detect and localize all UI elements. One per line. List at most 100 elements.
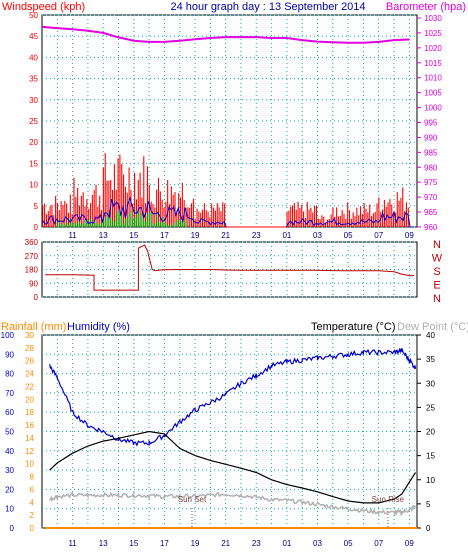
- barometer-tick-label: 1010: [424, 74, 442, 83]
- barometer-tick-label: 1030: [424, 14, 442, 23]
- time-tick-label: 19: [191, 539, 200, 548]
- barometer-tick-label: 985: [424, 148, 438, 157]
- time-tick-label: 19: [191, 231, 200, 240]
- compass-label: W: [432, 253, 443, 265]
- series-lines: [41, 25, 417, 529]
- time-tick-label: 01: [282, 231, 291, 240]
- time-tick-label: 21: [221, 539, 230, 548]
- humidity-tick-label: 100: [1, 331, 15, 340]
- sun-event-label: Sun Rise: [372, 495, 405, 504]
- humidity-tick-label: 80: [5, 370, 14, 379]
- time-tick-label: 03: [313, 539, 322, 548]
- time-tick-label: 03: [313, 231, 322, 240]
- barometer-tick-label: 1015: [424, 59, 442, 68]
- windspeed-tick-label: 5: [34, 202, 39, 211]
- time-tick-label: 13: [99, 539, 108, 548]
- temperature-tick-label: 5: [426, 500, 431, 509]
- rainfall-tick-label: 28: [25, 344, 34, 353]
- humidity-tick-label: 10: [5, 505, 14, 514]
- time-tick-label: 05: [344, 539, 353, 548]
- rainfall-tick-label: 14: [25, 434, 34, 443]
- rainfall-tick-label: 12: [25, 447, 34, 456]
- barometer-axis-title: Barometer (hpa): [386, 1, 466, 13]
- temperature-line: [49, 430, 417, 504]
- barometer-tick-label: 980: [424, 163, 438, 172]
- rainfall-tick-label: 4: [30, 498, 35, 507]
- windspeed-tick-label: 45: [29, 32, 38, 41]
- time-tick-label: 15: [129, 539, 138, 548]
- chart-date-title: 24 hour graph day : 13 September 2014: [170, 1, 365, 13]
- windspeed-tick-label: 20: [29, 138, 38, 147]
- direction-tick-label: 360: [25, 238, 39, 247]
- barometer-tick-label: 970: [424, 193, 438, 202]
- temperature-axis-title: Temperature (°C): [311, 321, 395, 333]
- barometer-tick-label: 1020: [424, 44, 442, 53]
- windspeed-tick-label: 25: [29, 117, 38, 126]
- barometer-tick-label: 1000: [424, 104, 442, 113]
- compass-label: N: [433, 239, 441, 251]
- windspeed-tick-label: 0: [34, 223, 39, 232]
- windspeed-tick-label: 35: [29, 75, 38, 84]
- temperature-tick-label: 40: [426, 331, 435, 340]
- barometer-tick-label: 975: [424, 178, 438, 187]
- time-tick-label: 01: [282, 539, 291, 548]
- temperature-tick-label: 15: [426, 452, 435, 461]
- sun-events: Sun Set Sun Rise: [178, 495, 405, 528]
- direction-tick-label: 0: [34, 293, 39, 302]
- rainfall-tick-label: 8: [30, 473, 35, 482]
- compass-label: E: [433, 280, 440, 292]
- time-tick-label: 17: [160, 539, 169, 548]
- humidity-axis-title: Humidity (%): [67, 321, 130, 333]
- direction-tick-label: 270: [25, 252, 39, 261]
- barometer-tick-label: 965: [424, 208, 438, 217]
- humidity-tick-label: 50: [5, 428, 14, 437]
- wind-bars: [42, 153, 413, 228]
- humidity-tick-label: 90: [5, 350, 14, 359]
- rainfall-axis-title: Rainfall (mm): [1, 321, 66, 333]
- barometer-tick-label: 960: [424, 223, 438, 232]
- rainfall-tick-label: 10: [25, 460, 34, 469]
- windspeed-tick-label: 40: [29, 53, 38, 62]
- barometer-tick-label: 1005: [424, 89, 442, 98]
- compass-label: N: [433, 293, 441, 305]
- grid-lines: [42, 14, 417, 529]
- windspeed-tick-label: 15: [29, 159, 38, 168]
- humidity-tick-label: 20: [5, 485, 14, 494]
- rainfall-tick-label: 26: [25, 357, 34, 366]
- temperature-tick-label: 25: [426, 403, 435, 412]
- rainfall-tick-label: 22: [25, 382, 34, 391]
- rainfall-tick-label: 6: [30, 485, 35, 494]
- rainfall-tick-label: 24: [25, 370, 34, 379]
- compass-label: S: [433, 266, 440, 278]
- humidity-tick-label: 60: [5, 408, 14, 417]
- humidity-tick-label: 0: [10, 524, 15, 533]
- barometer-tick-label: 990: [424, 133, 438, 142]
- temperature-tick-label: 35: [426, 355, 435, 364]
- time-tick-label: 17: [160, 231, 169, 240]
- direction-tick-label: 180: [25, 266, 39, 275]
- time-tick-label: 11: [68, 231, 77, 240]
- windspeed-tick-label: 10: [29, 181, 38, 190]
- sun-event-label: Sun Set: [178, 495, 207, 504]
- barometer-line: [41, 25, 410, 44]
- time-tick-label: 09: [405, 231, 414, 240]
- dewpoint-axis-title: Dew Point (°C): [397, 321, 468, 333]
- temperature-tick-label: 10: [426, 476, 435, 485]
- windspeed-tick-label: 50: [29, 11, 38, 20]
- time-tick-label: 09: [405, 539, 414, 548]
- rainfall-tick-label: 16: [25, 421, 34, 430]
- temperature-tick-label: 20: [426, 428, 435, 437]
- rainfall-tick-label: 18: [25, 408, 34, 417]
- rainfall-tick-label: 0: [30, 524, 35, 533]
- barometer-tick-label: 995: [424, 118, 438, 127]
- direction-tick-label: 90: [29, 279, 38, 288]
- temperature-tick-label: 30: [426, 379, 435, 388]
- humidity-tick-label: 40: [5, 447, 14, 456]
- time-tick-label: 07: [374, 539, 383, 548]
- time-tick-label: 21: [221, 231, 230, 240]
- humidity-line: [49, 347, 417, 447]
- rainfall-tick-label: 30: [25, 331, 34, 340]
